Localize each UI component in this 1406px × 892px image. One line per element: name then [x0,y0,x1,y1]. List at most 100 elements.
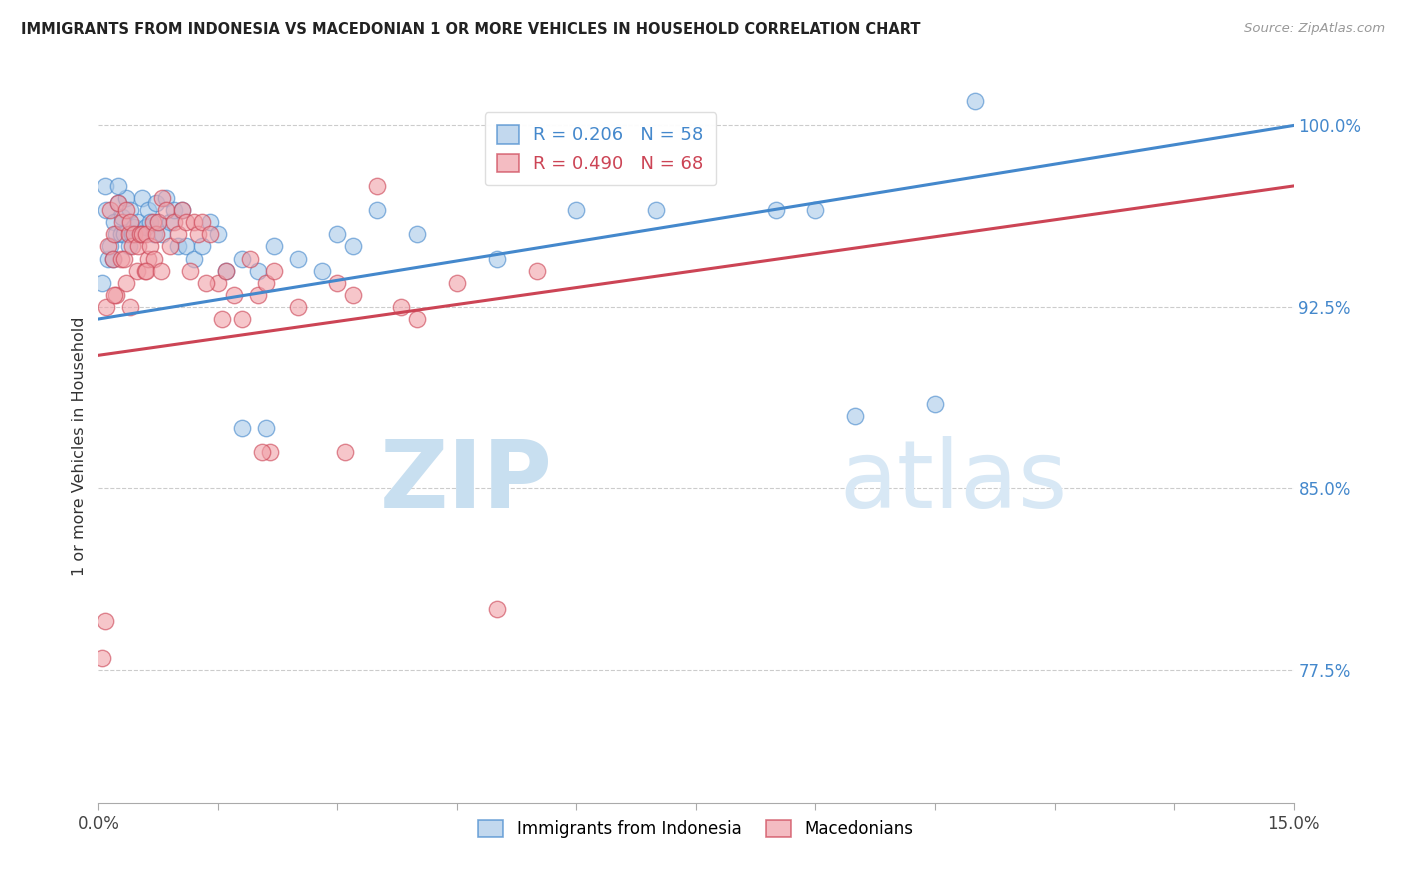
Point [963,95,986,109]
Point [131,227,153,242]
Point [565,203,588,218]
Point [311,263,333,277]
Point [97,239,120,253]
Point [120,300,142,314]
Point [112,227,135,242]
Point [191,215,214,229]
Point [198,215,221,229]
Point [167,239,190,253]
Point [254,276,277,290]
Point [342,288,364,302]
Point [101,252,124,266]
Point [120,215,142,229]
Text: atlas: atlas [839,435,1067,528]
Point [326,227,349,242]
Point [389,300,412,314]
Text: ZIP: ZIP [380,435,553,528]
Point [246,288,269,302]
Point [139,239,162,253]
Point [485,602,508,616]
Point [94,178,117,193]
Point [335,445,357,459]
Point [844,409,866,423]
Point [121,227,143,242]
Point [215,263,238,277]
Point [96,300,118,314]
Point [222,288,245,302]
Point [765,203,787,218]
Point [159,215,181,229]
Point [134,263,156,277]
Point [91,276,114,290]
Point [128,227,150,242]
Point [145,227,167,242]
Point [287,300,309,314]
Point [231,252,253,266]
Point [526,263,548,277]
Point [143,227,166,242]
Point [145,195,167,210]
Point [91,650,114,665]
Text: Source: ZipAtlas.com: Source: ZipAtlas.com [1244,22,1385,36]
Point [254,421,277,435]
Point [118,227,141,242]
Point [287,252,309,266]
Point [250,445,273,459]
Point [211,312,233,326]
Point [172,203,194,218]
Point [174,215,197,229]
Point [101,252,124,266]
Point [406,227,429,242]
Point [135,227,157,242]
Point [167,227,190,242]
Point [342,239,364,253]
Point [115,203,138,218]
Point [127,239,149,253]
Point [259,445,281,459]
Point [115,276,138,290]
Point [485,252,508,266]
Point [103,288,125,302]
Point [155,203,177,218]
Point [128,227,150,242]
Point [195,276,218,290]
Point [263,263,285,277]
Point [125,263,148,277]
Point [136,203,159,218]
Point [124,227,146,242]
Point [107,195,129,210]
Point [131,191,153,205]
Point [148,215,170,229]
Point [155,191,177,205]
Point [174,239,197,253]
Legend: Immigrants from Indonesia, Macedonians: Immigrants from Indonesia, Macedonians [471,813,921,845]
Point [239,252,262,266]
Point [110,227,132,242]
Point [104,227,127,242]
Point [111,215,134,229]
Point [121,239,143,253]
Point [94,615,117,629]
Point [804,203,827,218]
Point [183,252,205,266]
Point [150,191,173,205]
Point [172,203,194,218]
Point [104,288,127,302]
Point [115,191,138,205]
Point [163,215,186,229]
Point [103,215,125,229]
Point [446,276,468,290]
Point [366,203,388,218]
Point [149,263,172,277]
Point [103,227,125,242]
Point [118,239,141,253]
Point [139,215,162,229]
Point [187,227,209,242]
Point [107,195,129,210]
Point [150,227,173,242]
Point [127,215,149,229]
Point [111,211,134,225]
Point [215,263,238,277]
Point [107,178,129,193]
Point [207,227,229,242]
